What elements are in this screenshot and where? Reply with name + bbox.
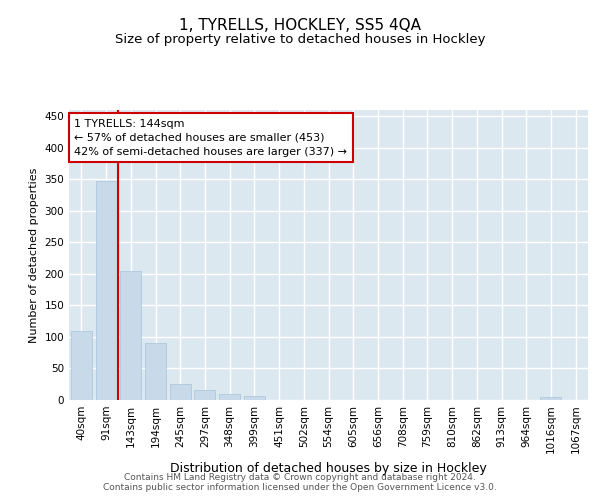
Bar: [145, 342, 166, 400]
Text: Size of property relative to detached houses in Hockley: Size of property relative to detached ho…: [115, 32, 485, 46]
Text: 1 TYRELLS: 144sqm
← 57% of detached houses are smaller (453)
42% of semi-detache: 1 TYRELLS: 144sqm ← 57% of detached hous…: [74, 118, 347, 156]
Bar: [244, 396, 265, 400]
Bar: [170, 384, 191, 400]
X-axis label: Distribution of detached houses by size in Hockley: Distribution of detached houses by size …: [170, 462, 487, 475]
Y-axis label: Number of detached properties: Number of detached properties: [29, 168, 39, 342]
Bar: [541, 398, 562, 400]
Bar: [71, 332, 92, 400]
Text: 1, TYRELLS, HOCKLEY, SS5 4QA: 1, TYRELLS, HOCKLEY, SS5 4QA: [179, 18, 421, 32]
Text: Contains HM Land Registry data © Crown copyright and database right 2024.: Contains HM Land Registry data © Crown c…: [124, 472, 476, 482]
Bar: [194, 390, 215, 400]
Bar: [219, 394, 240, 400]
Bar: [95, 181, 116, 400]
Text: Contains public sector information licensed under the Open Government Licence v3: Contains public sector information licen…: [103, 484, 497, 492]
Bar: [120, 272, 141, 400]
